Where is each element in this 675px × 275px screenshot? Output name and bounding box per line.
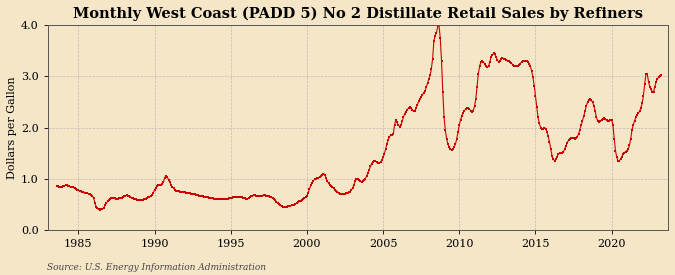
Title: Monthly West Coast (PADD 5) No 2 Distillate Retail Sales by Refiners: Monthly West Coast (PADD 5) No 2 Distill… [73, 7, 643, 21]
Text: Source: U.S. Energy Information Administration: Source: U.S. Energy Information Administ… [47, 263, 266, 271]
Y-axis label: Dollars per Gallon: Dollars per Gallon [7, 76, 17, 179]
